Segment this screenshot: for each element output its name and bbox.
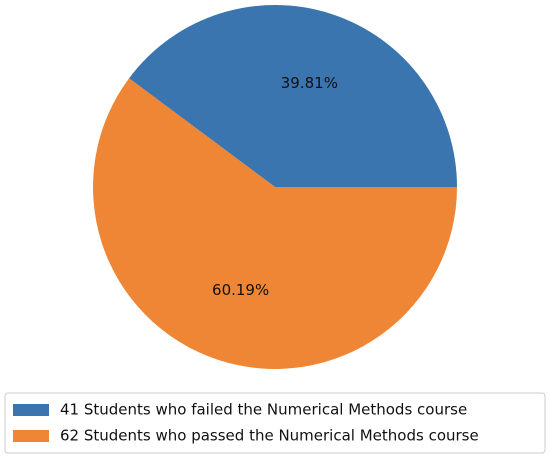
slice-label: 60.19% [212,281,269,299]
legend-box [4,392,546,454]
legend-swatch [13,430,49,442]
legend-swatch [13,404,49,416]
slice-label: 39.81% [281,74,338,92]
legend-label: 62 Students who passed the Numerical Met… [60,427,479,445]
pie-slice [93,78,457,369]
pie-slice [129,4,458,188]
legend-label: 41 Students who failed the Numerical Met… [60,401,467,419]
